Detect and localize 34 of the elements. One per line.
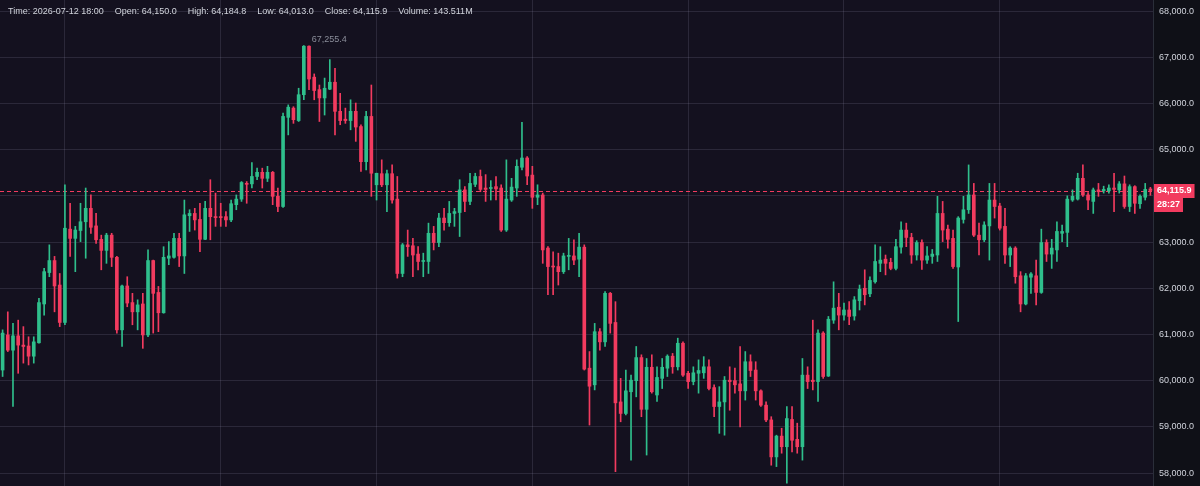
y-tick-label: 59,000.0 — [1159, 421, 1195, 432]
candlestick — [836, 293, 841, 331]
candlestick — [442, 208, 446, 231]
y-tick-label: 61,000.0 — [1159, 328, 1195, 339]
text: 28:27 — [1157, 199, 1181, 210]
y-tick-label: 63,000.0 — [1159, 236, 1195, 247]
ref-line-label: 64,115.9 — [1157, 185, 1192, 196]
annotation: High: 64,184.8 — [187, 6, 247, 17]
candlestick — [810, 319, 815, 391]
candlestick — [488, 180, 493, 201]
candlestick — [977, 222, 981, 256]
y-tick-label: 58,000.0 — [1159, 467, 1195, 478]
candlestick — [83, 187, 88, 259]
candlestick — [566, 238, 571, 271]
candlestick — [717, 386, 722, 434]
y-tick-label: 66,000.0 — [1159, 97, 1195, 108]
candlestick — [421, 252, 426, 278]
candlestick — [862, 269, 867, 306]
y-tick-label: 67,000.0 — [1159, 51, 1195, 62]
candlestick — [327, 59, 332, 90]
annotation: Open: 64,150.0 — [114, 6, 177, 17]
y-tick-label: 68,000.0 — [1159, 5, 1195, 16]
y-tick-label: 60,000.0 — [1159, 375, 1195, 386]
annotation: Low: 64,013.0 — [257, 6, 314, 17]
y-tick-label: 62,000.0 — [1159, 282, 1195, 293]
annotation: 67,255.4 — [311, 33, 347, 44]
annotation: Time: 2026-07-12 18:00 — [8, 6, 104, 17]
y-tick-label: 65,000.0 — [1159, 144, 1195, 155]
candlestick — [11, 323, 15, 407]
candlestick — [16, 319, 21, 374]
candlestick — [73, 226, 78, 272]
annotation: Close: 64,115.9 — [324, 6, 388, 17]
annotation: Volume: 143.511M — [398, 6, 473, 17]
candlestick — [68, 202, 72, 257]
